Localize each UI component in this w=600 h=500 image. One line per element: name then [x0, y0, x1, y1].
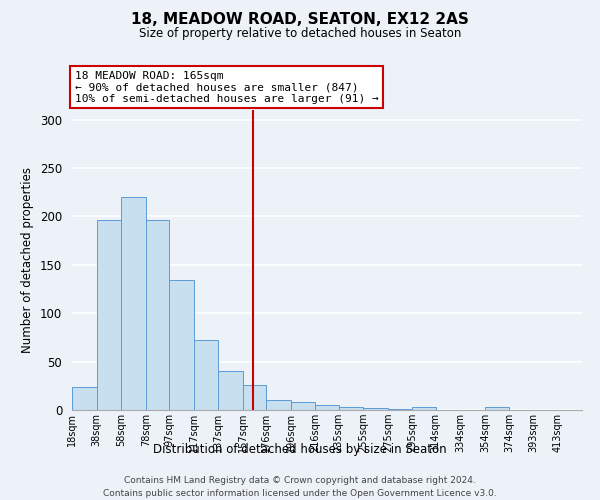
- Bar: [169, 280, 194, 410]
- Bar: [338, 407, 363, 410]
- Text: Distribution of detached houses by size in Seaton: Distribution of detached houses by size …: [153, 442, 447, 456]
- Y-axis label: Number of detached properties: Number of detached properties: [22, 167, 34, 353]
- Text: Size of property relative to detached houses in Seaton: Size of property relative to detached ho…: [139, 28, 461, 40]
- Bar: [243, 385, 266, 410]
- Bar: [412, 407, 436, 410]
- Bar: [97, 220, 121, 410]
- Text: Contains HM Land Registry data © Crown copyright and database right 2024.: Contains HM Land Registry data © Crown c…: [124, 476, 476, 485]
- Bar: [194, 340, 218, 410]
- Bar: [291, 402, 316, 410]
- Text: 18 MEADOW ROAD: 165sqm
← 90% of detached houses are smaller (847)
10% of semi-de: 18 MEADOW ROAD: 165sqm ← 90% of detached…: [74, 71, 379, 104]
- Bar: [363, 408, 388, 410]
- Bar: [72, 387, 97, 410]
- Bar: [146, 220, 169, 410]
- Bar: [316, 405, 338, 410]
- Bar: [266, 400, 291, 410]
- Text: 18, MEADOW ROAD, SEATON, EX12 2AS: 18, MEADOW ROAD, SEATON, EX12 2AS: [131, 12, 469, 28]
- Bar: [388, 409, 412, 410]
- Bar: [485, 407, 509, 410]
- Text: Contains public sector information licensed under the Open Government Licence v3: Contains public sector information licen…: [103, 489, 497, 498]
- Bar: [121, 197, 146, 410]
- Bar: [218, 372, 243, 410]
